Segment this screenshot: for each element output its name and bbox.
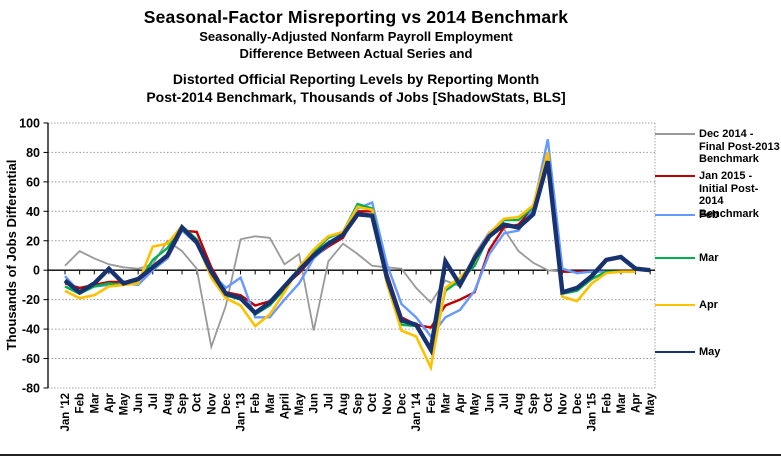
x-tick-label: Jul	[148, 393, 160, 410]
legend-item-5: Apr	[655, 299, 718, 312]
x-tick-label: Feb	[250, 393, 262, 413]
x-tick-label: Apr	[455, 392, 467, 412]
x-tick-label: Feb	[426, 393, 438, 413]
legend-line-swatch	[655, 257, 695, 259]
subtitle-line-3: Distorted Official Reporting Levels by R…	[172, 71, 540, 87]
y-tick-label: -80	[22, 381, 40, 395]
x-tick-label: Aug	[514, 393, 526, 415]
x-tick-label: Apr	[104, 392, 116, 412]
x-tick-label: Nov	[557, 392, 569, 414]
x-tick-label: May	[119, 392, 131, 415]
legend-label: Jan 2015 - Initial Post- 2014 Benchmark	[699, 170, 759, 220]
subtitle-line-4: Post-2014 Benchmark, Thousands of Jobs […	[146, 89, 566, 105]
y-tick-label: 80	[26, 146, 40, 160]
legend-label: Dec 2014 - Final Post-2013 Benchmark	[699, 128, 780, 165]
x-tick-label: Mar	[440, 392, 452, 413]
x-tick-label: Nov	[206, 392, 218, 414]
x-tick-label: May	[645, 392, 657, 415]
y-tick-label: 60	[26, 175, 40, 189]
series-line-5	[64, 152, 636, 372]
subtitle-line-1: Seasonally-Adjusted Nonfarm Payroll Empl…	[199, 29, 513, 44]
x-tick-label: Jun	[133, 393, 145, 413]
x-tick-label: April	[279, 393, 291, 419]
x-tick-label: May	[470, 392, 482, 415]
x-tick-label: Aug	[338, 393, 350, 415]
y-tick-label: -40	[22, 323, 40, 337]
y-tick-label: -60	[22, 352, 40, 366]
x-tick-label: Aug	[162, 393, 174, 415]
x-tick-label: Oct	[192, 393, 204, 412]
x-tick-label: May	[294, 392, 306, 415]
legend-line-swatch	[655, 133, 695, 135]
legend-line-swatch	[655, 214, 695, 216]
x-tick-label: Mar	[265, 392, 277, 413]
legend-item-3: Feb	[655, 209, 719, 222]
x-tick-label: Jan '14	[411, 392, 423, 431]
x-tick-label: Jan '12	[60, 393, 72, 432]
x-tick-label: Mar	[616, 392, 628, 413]
x-tick-label: Feb	[601, 393, 613, 413]
legend-item-6: May	[655, 346, 720, 359]
y-tick-label: 0	[33, 264, 40, 278]
x-tick-label: Apr	[631, 392, 643, 412]
x-tick-label: Feb	[75, 393, 87, 413]
x-tick-label: Dec	[221, 392, 233, 414]
x-tick-label: Sep	[353, 393, 365, 414]
y-tick-label: 40	[26, 205, 40, 219]
y-axis-title: Thousands of Jobs Differential	[4, 160, 19, 351]
x-tick-label: Dec	[396, 392, 408, 414]
x-tick-label: Dec	[572, 392, 584, 414]
x-tick-label: Oct	[543, 393, 555, 412]
legend-line-swatch	[655, 304, 695, 306]
x-tick-label: Jun	[309, 393, 321, 413]
x-tick-label: Jan '15	[587, 392, 599, 431]
x-tick-label: Sep	[177, 393, 189, 414]
x-tick-label: Jul	[323, 393, 335, 410]
legend-item-4: Mar	[655, 252, 719, 265]
x-tick-label: Nov	[382, 392, 394, 414]
legend-label: Feb	[699, 209, 719, 221]
chart-titles: Seasonal-Factor Misreporting vs 2014 Ben…	[0, 6, 712, 106]
series-line-6	[63, 160, 651, 357]
y-tick-label: 100	[19, 116, 40, 130]
x-tick-label: Oct	[367, 393, 379, 412]
legend-item-1: Dec 2014 - Final Post-2013 Benchmark	[655, 128, 780, 166]
legend-line-swatch	[655, 351, 695, 353]
legend-label: Mar	[699, 252, 719, 264]
x-tick-label: Jan '13	[236, 393, 248, 432]
y-tick-label: 20	[26, 234, 40, 248]
page-title: Seasonal-Factor Misreporting vs 2014 Ben…	[143, 7, 569, 27]
legend-label: Apr	[699, 299, 718, 311]
x-tick-label: Jul	[499, 393, 511, 410]
y-tick-label: -20	[22, 293, 40, 307]
x-tick-label: Mar	[89, 392, 101, 413]
x-tick-label: Sep	[528, 393, 540, 414]
legend-line-swatch	[655, 175, 695, 177]
legend-item-2: Jan 2015 - Initial Post- 2014 Benchmark	[655, 170, 759, 220]
subtitle-line-2: Difference Between Actual Series and	[239, 46, 473, 61]
legend-label: May	[699, 346, 721, 358]
x-tick-label: Jun	[484, 393, 496, 413]
